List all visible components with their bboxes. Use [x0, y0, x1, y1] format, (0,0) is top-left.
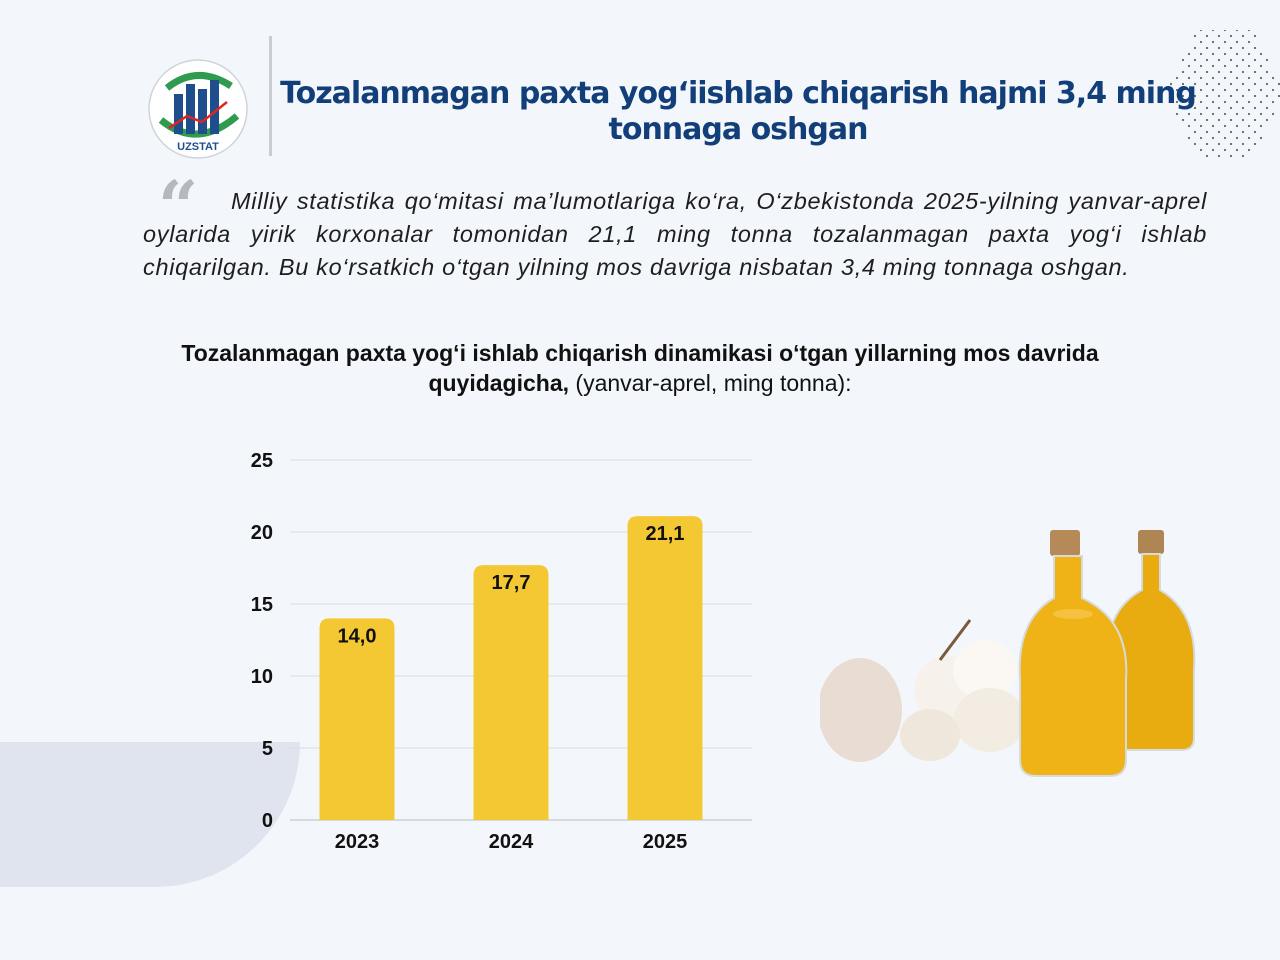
y-tick-label: 15	[251, 594, 273, 616]
oil-bottle-icon	[1018, 530, 1196, 777]
cotton-boll-icon	[820, 619, 1026, 762]
x-tick-label: 2025	[643, 831, 688, 853]
bar	[319, 618, 395, 820]
y-tick-label: 5	[262, 738, 273, 760]
bar	[473, 565, 549, 820]
bar-value-label: 17,7	[492, 572, 531, 594]
uzstat-logo: UZSTAT	[148, 59, 248, 159]
chart-heading: Tozalanmagan paxta yog‘i ishlab chiqaris…	[150, 338, 1130, 398]
y-tick-label: 10	[251, 666, 273, 688]
chart-heading-bold: Tozalanmagan paxta yog‘i ishlab chiqaris…	[181, 340, 1099, 396]
page-title: Tozalanmagan paxta yog‘iishlab chiqarish…	[280, 76, 1197, 147]
x-tick-label: 2024	[489, 831, 534, 853]
dot-pattern-decoration	[1169, 30, 1280, 158]
y-tick-label: 0	[262, 810, 273, 832]
bar-value-label: 21,1	[646, 523, 685, 545]
intro-paragraph: Milliy statistika qo‘mitasi ma’lumotlari…	[143, 188, 1207, 280]
x-tick-label: 2023	[335, 831, 380, 853]
y-tick-label: 20	[251, 522, 273, 544]
quote-icon: “	[158, 165, 199, 248]
chart-heading-unit: (yanvar-aprel, ming tonna):	[569, 370, 852, 396]
svg-text:UZSTAT: UZSTAT	[177, 141, 219, 153]
header-divider	[269, 36, 272, 156]
y-tick-label: 25	[251, 450, 273, 472]
bar-value-label: 14,0	[338, 625, 377, 647]
cotton-oil-illustration	[820, 530, 1196, 777]
bar	[627, 516, 703, 820]
